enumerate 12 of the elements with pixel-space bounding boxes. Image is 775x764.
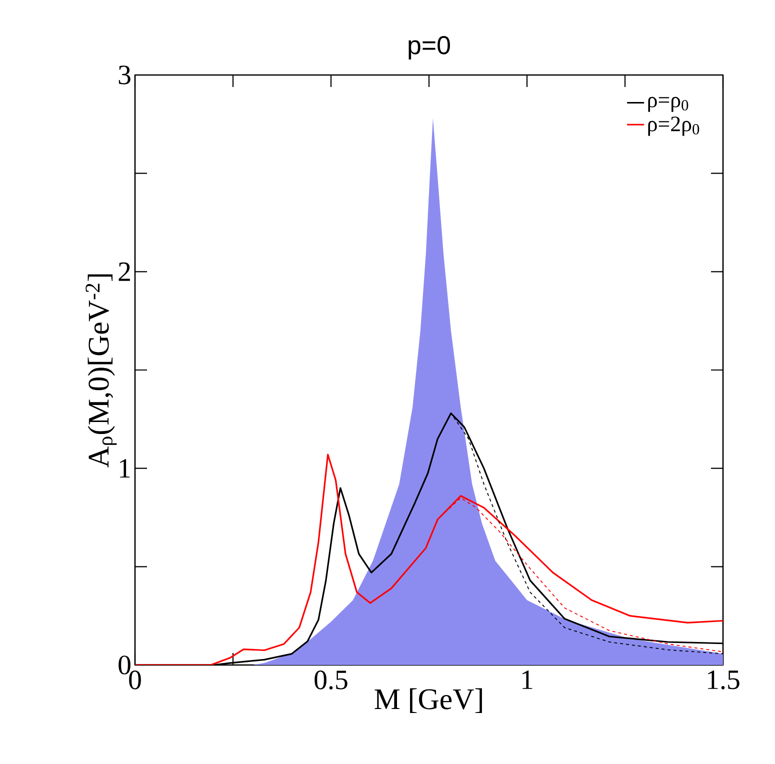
y-axis-title: A$_{ρ}$(M,0)[GeV$^{-2}$]	[86, 274, 117, 468]
y-tick-label: 2	[118, 262, 130, 281]
x-tick-label: 1	[522, 670, 532, 689]
y-tick-label: 3	[118, 66, 130, 84]
legend-label: ρ=2ρ$_{0}$	[648, 116, 700, 136]
x-axis-title: M [GeV]	[374, 688, 482, 714]
y-tick-label: 1	[120, 459, 130, 478]
chart-title: p=0	[408, 36, 450, 60]
y-tick-label: 0	[118, 656, 130, 674]
x-tick-label: 0.5	[314, 670, 348, 690]
x-tick-label: 1.5	[708, 670, 740, 690]
legend-label: ρ=ρ$_{0}$	[648, 96, 688, 112]
